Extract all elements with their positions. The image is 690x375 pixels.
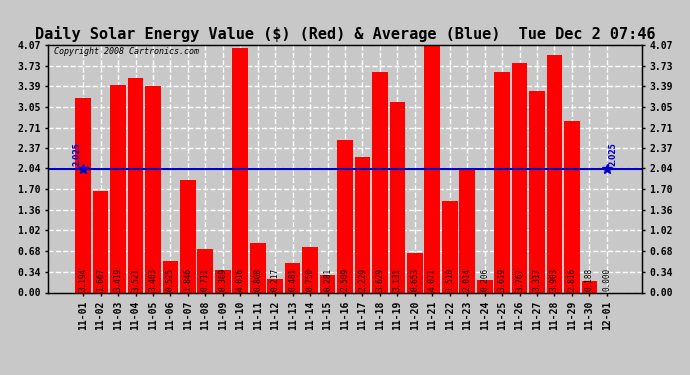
Bar [564,121,580,292]
Text: 1.510: 1.510 [445,268,454,291]
Text: 0.525: 0.525 [166,268,175,291]
Title: Daily Solar Energy Value ($) (Red) & Average (Blue)  Tue Dec 2 07:46: Daily Solar Energy Value ($) (Red) & Ave… [34,27,655,42]
Bar [302,247,318,292]
Text: 3.619: 3.619 [497,268,506,291]
Text: 3.131: 3.131 [393,268,402,291]
Text: 0.217: 0.217 [270,268,279,291]
Bar [145,86,161,292]
Bar [250,243,266,292]
Text: 3.903: 3.903 [550,268,559,291]
Text: Copyright 2008 Cartronics.com: Copyright 2008 Cartronics.com [55,48,199,57]
Bar [355,157,371,292]
Text: 0.188: 0.188 [585,268,594,291]
Bar [337,140,353,292]
Text: 0.369: 0.369 [218,268,227,291]
Bar [75,98,91,292]
Bar [407,253,423,292]
Text: 2.025: 2.025 [609,142,618,166]
Text: 3.317: 3.317 [533,268,542,291]
Text: 2.025: 2.025 [72,142,81,166]
Bar [512,63,527,292]
Bar [285,263,300,292]
Bar [546,55,562,292]
Text: 3.419: 3.419 [114,268,123,291]
Bar [582,281,598,292]
Text: 0.808: 0.808 [253,268,262,291]
Bar [233,48,248,292]
Text: 4.016: 4.016 [236,268,245,291]
Bar [319,275,335,292]
Text: 0.711: 0.711 [201,268,210,291]
Bar [110,85,126,292]
Text: 3.194: 3.194 [79,268,88,291]
Bar [215,270,230,292]
Text: 0.206: 0.206 [480,268,489,291]
Text: 1.667: 1.667 [96,268,105,291]
Text: 0.481: 0.481 [288,268,297,291]
Text: 2.509: 2.509 [340,268,350,291]
Text: 3.629: 3.629 [375,268,384,291]
Bar [180,180,196,292]
Text: 3.521: 3.521 [131,268,140,291]
Text: 2.014: 2.014 [463,268,472,291]
Bar [442,201,457,292]
Text: 0.281: 0.281 [323,268,332,291]
Bar [529,91,545,292]
Text: 2.816: 2.816 [567,268,576,291]
Text: 2.229: 2.229 [358,268,367,291]
Bar [163,261,178,292]
Bar [197,249,213,292]
Bar [477,280,493,292]
Bar [460,170,475,292]
Bar [128,78,144,292]
Bar [267,279,283,292]
Text: 0.000: 0.000 [602,268,611,291]
Bar [390,102,405,292]
Text: 0.750: 0.750 [306,268,315,291]
Bar [92,191,108,292]
Bar [424,45,440,292]
Text: 3.767: 3.767 [515,268,524,291]
Bar [494,72,510,292]
Bar [372,72,388,292]
Text: 0.653: 0.653 [411,268,420,291]
Text: 1.846: 1.846 [184,268,193,291]
Text: 3.403: 3.403 [148,268,157,291]
Text: 4.071: 4.071 [428,268,437,291]
